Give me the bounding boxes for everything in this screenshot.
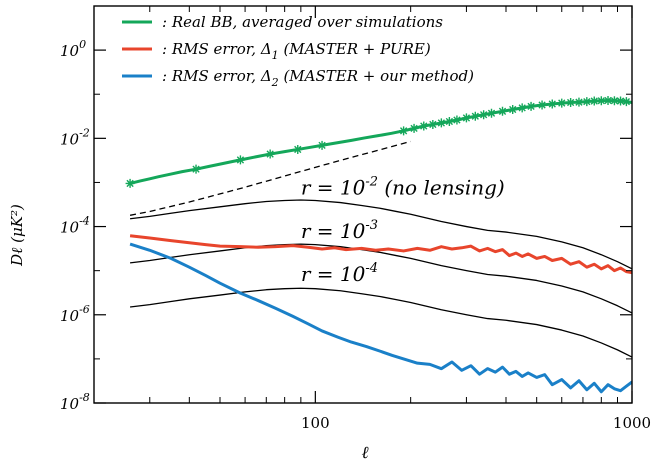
series-line-no_lensing [129, 140, 411, 216]
data-marker-27 [589, 96, 599, 106]
data-marker-30 [609, 96, 619, 106]
data-marker-25 [574, 97, 584, 107]
data-marker-13 [461, 113, 471, 123]
annotation-main: r = 10 [301, 219, 366, 243]
annotation-r-1: r = 10-3 [301, 218, 378, 243]
annotation-main: r = 10 [301, 262, 366, 286]
data-marker-6 [399, 126, 409, 136]
data-marker-5 [317, 140, 327, 150]
legend-subscript: 1 [272, 49, 279, 62]
series-line-r_1e-2 [130, 199, 632, 270]
data-marker-21 [537, 100, 547, 110]
data-marker-19 [517, 103, 527, 113]
x-axis-label: ℓ [361, 443, 368, 463]
data-marker-16 [486, 108, 496, 118]
data-marker-31 [616, 96, 626, 106]
annotation-r-2: r = 10-4 [301, 261, 378, 286]
y-tick-label-base: 10 [60, 42, 80, 60]
data-marker-17 [498, 106, 508, 116]
legend-text-after: (MASTER + PURE) [279, 40, 431, 58]
annotation-r-0: r = 10-2 (no lensing) [301, 175, 505, 200]
annotation-superscript: -2 [365, 175, 378, 190]
data-marker-15 [479, 110, 489, 120]
data-marker-22 [547, 99, 557, 109]
data-marker-12 [452, 115, 462, 125]
series-layer [125, 96, 632, 394]
y-tick-label-base: 10 [60, 395, 80, 413]
data-marker-26 [582, 97, 592, 107]
data-marker-24 [566, 97, 576, 107]
series-line-rms_pure [129, 234, 632, 275]
legend-text: : Real BB, averaged over simulations [162, 13, 443, 31]
legend-label-rms_pure: : RMS error, Δ1 (MASTER + PURE) [162, 40, 431, 62]
data-marker-3 [265, 149, 275, 159]
y-tick-label-exp: -4 [79, 215, 90, 228]
data-marker-32 [621, 97, 631, 107]
data-marker-18 [508, 105, 518, 115]
legend-subscript: 2 [271, 76, 279, 89]
data-marker-9 [428, 119, 438, 129]
legend-text-after: (MASTER + our method) [279, 67, 474, 85]
annotation-after: (no lensing) [378, 176, 505, 200]
series-line-r_1e-3 [130, 243, 632, 314]
data-marker-28 [596, 96, 606, 106]
legend-text: : RMS error, Δ [162, 40, 272, 58]
y-tick-label-exp: -6 [79, 303, 90, 316]
y-tick-label-2: 10-4 [60, 215, 90, 237]
y-tick-label-exp: -8 [79, 391, 90, 404]
data-marker-10 [436, 118, 446, 128]
x-tick-label-0: 100 [301, 414, 330, 432]
series-line-r_1e-4 [130, 287, 632, 358]
legend: : Real BB, averaged over simulations : RM… [122, 13, 474, 89]
y-tick-label-0: 10-8 [60, 391, 90, 413]
y-axis-label: Dℓ (μK²) [8, 204, 26, 267]
series-line-rms_ours [129, 242, 632, 394]
annotation-main: r = 10 [301, 176, 366, 200]
data-marker-8 [419, 121, 429, 131]
data-marker-23 [557, 98, 567, 108]
legend-label-real_bb: : Real BB, averaged over simulations [162, 13, 443, 31]
y-tick-label-1: 10-6 [60, 303, 90, 325]
data-marker-7 [409, 123, 419, 133]
data-marker-20 [526, 101, 536, 111]
y-tick-label-exp: -2 [79, 126, 90, 139]
x-tick-label-1: 1000 [613, 414, 651, 432]
annotation-layer: r = 10-2 (no lensing)r = 10-3r = 10-4 [301, 175, 505, 286]
data-marker-0 [125, 178, 135, 188]
legend-label-rms_ours: : RMS error, Δ2 (MASTER + our method) [162, 67, 474, 89]
data-marker-1 [191, 164, 201, 174]
series-line-real_bb [129, 99, 632, 185]
annotation-superscript: -4 [365, 261, 378, 276]
y-tick-label-3: 10-2 [60, 126, 90, 148]
data-marker-14 [470, 111, 480, 121]
data-marker-4 [293, 144, 303, 154]
y-tick-label-base: 10 [60, 219, 80, 237]
y-tick-label-4: 100 [60, 38, 86, 60]
y-tick-label-base: 10 [60, 307, 80, 325]
y-tick-label-base: 10 [60, 130, 80, 148]
data-marker-11 [444, 116, 454, 126]
annotation-superscript: -3 [365, 218, 378, 233]
y-tick-label-exp: 0 [79, 38, 86, 51]
axes [93, 5, 633, 404]
plot-frame [93, 5, 633, 404]
legend-text: : RMS error, Δ [162, 67, 272, 85]
data-marker-2 [235, 155, 245, 165]
data-marker-29 [603, 96, 613, 106]
